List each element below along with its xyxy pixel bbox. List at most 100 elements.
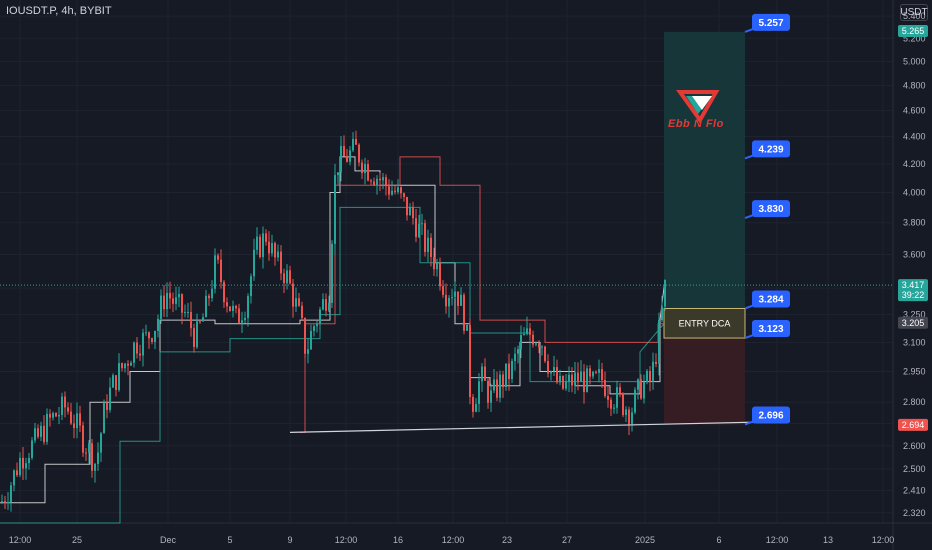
candle-body [505, 363, 507, 387]
candle-body [64, 396, 66, 408]
candle-body [181, 294, 183, 313]
y-tick-label: 2.500 [903, 464, 926, 474]
candle-body [544, 346, 546, 362]
y-tick-label: 4.800 [903, 80, 926, 90]
candle-body [283, 273, 285, 284]
candle-body [574, 372, 576, 386]
candle-body [409, 206, 411, 216]
candle-body [412, 206, 414, 219]
x-tick-label: 12:00 [872, 535, 895, 545]
candle-body [466, 324, 468, 331]
candle-body [490, 390, 492, 403]
x-tick-label: 25 [72, 535, 82, 545]
candle-body [523, 334, 525, 336]
candle-body [637, 379, 639, 390]
candle-body [238, 308, 240, 323]
candle-body [37, 428, 39, 437]
candle-body [382, 177, 384, 181]
candle-body [616, 387, 618, 408]
candle-body [556, 367, 558, 383]
logo-text: Ebb N Flo [668, 118, 724, 130]
candle-body [484, 366, 486, 381]
candle-body [232, 305, 234, 311]
candle-body [277, 251, 279, 258]
x-tick-label: 23 [502, 535, 512, 545]
y-tick-label: 5.200 [903, 33, 926, 43]
x-tick-label: 12:00 [9, 535, 32, 545]
candle-body [538, 343, 540, 348]
candle-body [520, 335, 522, 350]
candle-body [220, 259, 222, 282]
candle-body [142, 332, 144, 356]
channel-line-teal [0, 206, 665, 524]
candle-body [562, 375, 564, 389]
x-tick-label: 13 [823, 535, 833, 545]
candle-body [442, 286, 444, 295]
y-tick-label: 5.000 [903, 56, 926, 66]
candle-body [94, 463, 96, 471]
candle-body [22, 457, 24, 469]
candle-body [457, 291, 459, 306]
level-label: 4.239 [758, 144, 783, 155]
candle-body [55, 413, 57, 417]
candle-body [106, 402, 108, 410]
candle-body [418, 223, 420, 238]
symbol-title: IOUSDT.P, 4h, BYBIT [6, 5, 112, 17]
candle-body [580, 371, 582, 382]
candle-body [79, 413, 81, 426]
candle-body [175, 297, 177, 304]
candle-body [298, 298, 300, 306]
y-tick-label: 4.400 [903, 132, 926, 142]
candle-body [13, 470, 15, 486]
candle-body [178, 294, 180, 298]
candle-body [385, 177, 387, 187]
candle-body [193, 328, 195, 348]
candle-body [400, 187, 402, 194]
candle-body [568, 374, 570, 382]
level-label: 2.696 [758, 410, 783, 421]
candle-body [67, 407, 69, 412]
candle-body [313, 326, 315, 331]
candle-body [463, 294, 465, 331]
candle-body [424, 223, 426, 252]
candle-body [595, 371, 597, 373]
y-tick-label: 2.600 [903, 441, 926, 451]
candle-body [58, 414, 60, 417]
candle-body [217, 255, 219, 260]
candle-body [427, 237, 429, 252]
candle-body [517, 349, 519, 354]
candle-body [187, 312, 189, 314]
candle-body [7, 502, 9, 504]
candle-body [592, 371, 594, 377]
candle-body [148, 332, 150, 339]
candle-body [184, 312, 186, 314]
candle-body [151, 338, 153, 343]
candle-body [145, 332, 147, 334]
level-label-box [752, 320, 790, 338]
candle-body [115, 375, 117, 390]
y-tick-label: 3.600 [903, 249, 926, 259]
candle-body [649, 370, 651, 382]
candle-body [634, 389, 636, 413]
candle-body [664, 279, 666, 307]
candle-body [481, 366, 483, 382]
candle-body [373, 181, 375, 185]
candle-body [529, 328, 531, 335]
candle-body [472, 397, 474, 412]
candle-body [493, 379, 495, 391]
price-tag [898, 418, 928, 431]
candle-body [391, 190, 393, 195]
candle-body [526, 328, 528, 335]
candle-body [607, 396, 609, 400]
candle-body [49, 413, 51, 418]
candle-body [619, 387, 621, 394]
candle-body [172, 298, 174, 304]
currency-button[interactable]: USDT [900, 4, 928, 21]
candle-body [124, 363, 126, 369]
candle-body [646, 370, 648, 383]
candle-body [316, 323, 318, 327]
candle-body [256, 236, 258, 250]
candle-body [475, 403, 477, 412]
candle-body [364, 164, 366, 174]
